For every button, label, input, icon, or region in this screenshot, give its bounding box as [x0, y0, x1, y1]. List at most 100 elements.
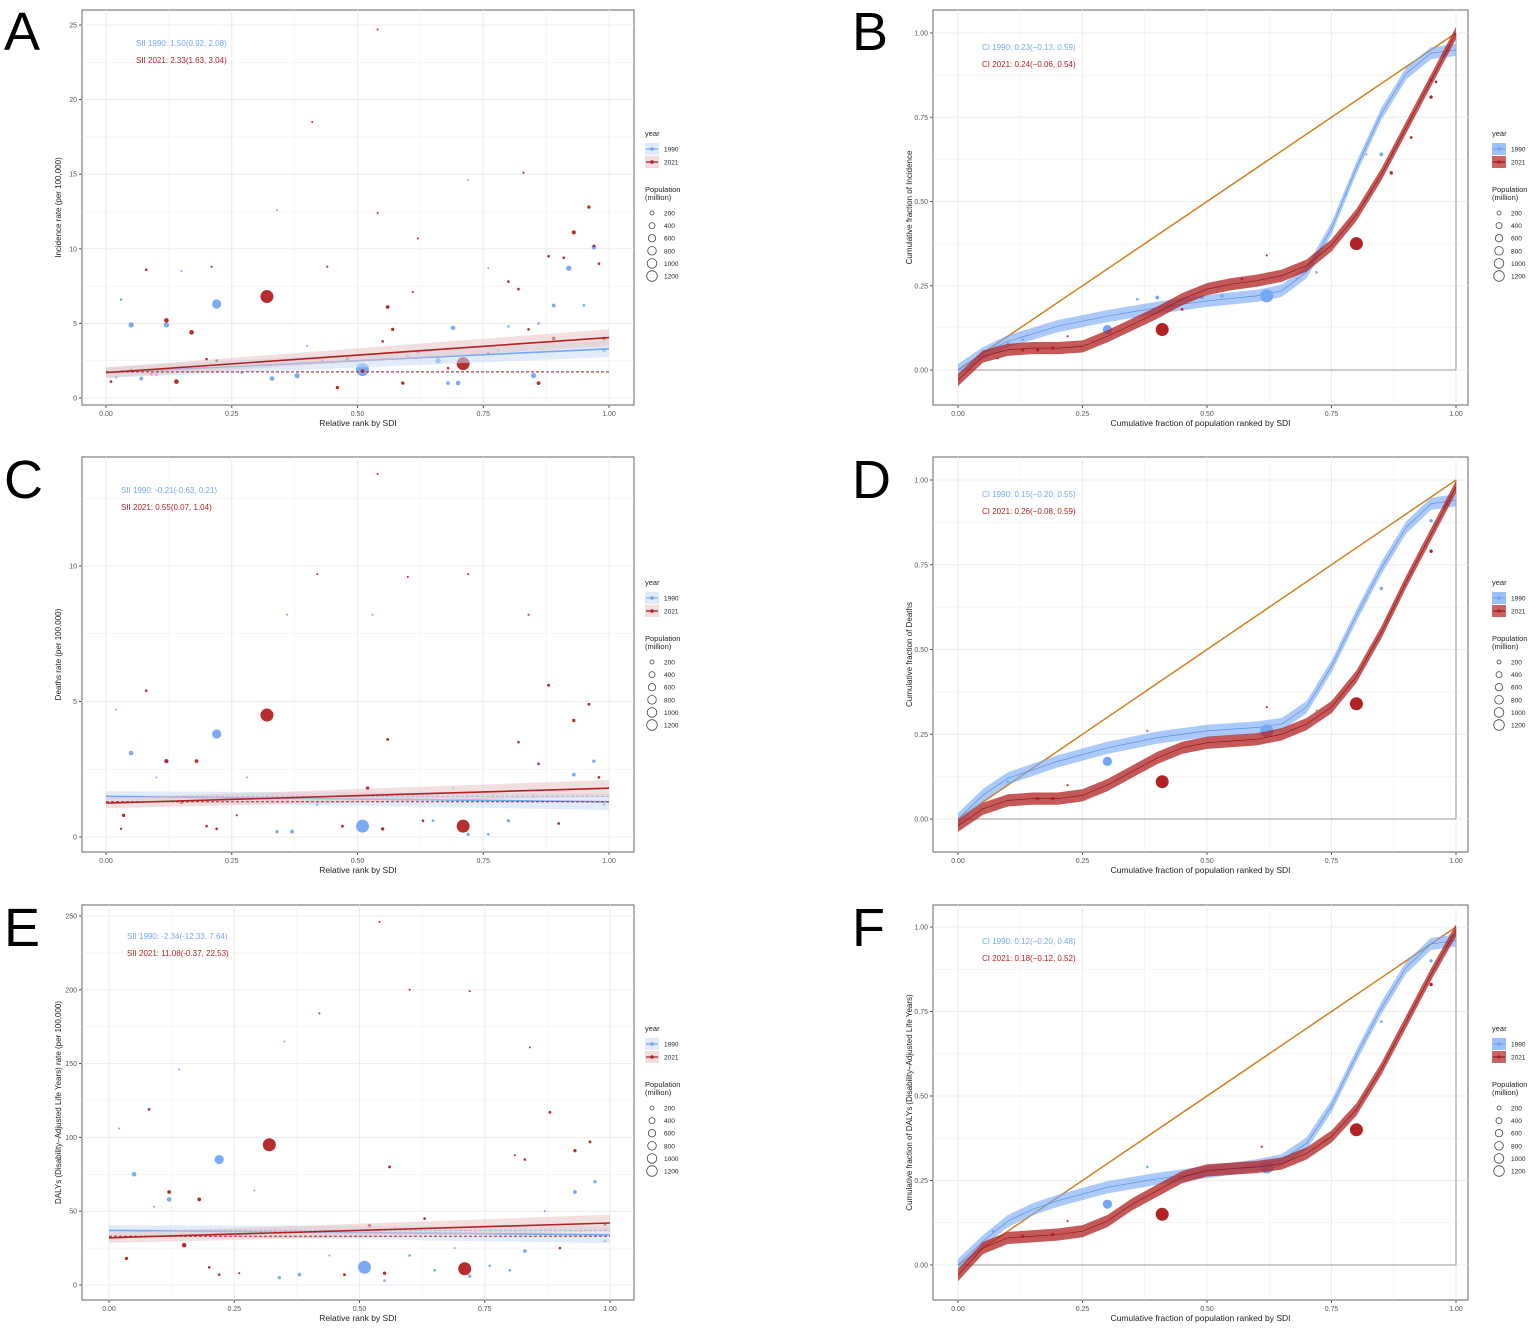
- y-tick-label: 0.50: [914, 199, 928, 206]
- data-point-1990: [433, 1268, 436, 1272]
- data-point-1990: [117, 1127, 121, 1130]
- data-point-1990: [277, 1275, 282, 1280]
- data-point-1990: [1155, 295, 1160, 300]
- x-axis-title: Cumulative fraction of population ranked…: [1110, 1313, 1290, 1323]
- data-point-2021: [1409, 136, 1413, 139]
- x-tick-label: 1.00: [602, 411, 616, 418]
- data-point-1990: [178, 1068, 181, 1071]
- data-point-1990: [551, 303, 556, 308]
- data-point-1990: [446, 381, 450, 385]
- legend-size-key: [1493, 258, 1505, 269]
- legend-size-key: [1493, 1153, 1505, 1164]
- data-point-2021: [458, 1262, 472, 1276]
- legend-size-key: [646, 258, 658, 269]
- data-point-2021: [376, 211, 379, 215]
- legend-size-key: [1494, 683, 1504, 692]
- legend-size-label: 800: [1511, 1143, 1522, 1150]
- data-point-1990: [1345, 193, 1348, 196]
- data-point-1990: [1145, 1165, 1149, 1169]
- concentration-band-2021: [958, 480, 1456, 832]
- data-point-2021: [547, 254, 550, 258]
- confidence-band-2021: [106, 780, 609, 809]
- data-point-1990: [286, 613, 289, 616]
- legend: year 1990 2021 Population(million) 200 400 600…: [1492, 129, 1527, 282]
- data-point-2021: [517, 287, 520, 291]
- legend-size-label: 600: [664, 685, 675, 692]
- legend-size-key: [1494, 246, 1504, 256]
- gridlines: [82, 10, 634, 405]
- data-point-2021: [1050, 796, 1055, 801]
- data-point-1990: [166, 1197, 172, 1202]
- legend-size-label: 200: [664, 1106, 675, 1113]
- data-point-2021: [262, 1138, 276, 1152]
- x-tick-label: 0.75: [478, 1306, 492, 1313]
- data-point-2021: [416, 237, 419, 240]
- data-point-1990: [593, 1180, 597, 1184]
- legend-size-key: [647, 234, 657, 243]
- legend-dot: [1497, 147, 1501, 151]
- panel-letter: A: [4, 2, 40, 62]
- data-point-1990: [571, 772, 576, 777]
- data-point-2021: [1050, 346, 1055, 350]
- annotation-1990: SII 1990: -2.34(-12.33, 7.64): [127, 932, 228, 941]
- legend-size-key: [649, 659, 655, 665]
- y-tick-label: 50: [69, 1209, 77, 1216]
- legend-dot: [1497, 609, 1501, 613]
- y-tick-label: 0.75: [914, 1009, 928, 1016]
- data-point-1990: [356, 819, 370, 833]
- legend-pop-title: (million): [1492, 1088, 1519, 1097]
- data-point-1990: [1021, 338, 1025, 341]
- data-point-1990: [163, 322, 170, 328]
- legend-pop-title: (million): [645, 193, 672, 202]
- data-point-1990: [283, 1040, 286, 1043]
- data-point-2021: [391, 327, 395, 332]
- data-point-2021: [340, 824, 344, 828]
- concentration-curve-2021: [957, 930, 1457, 1276]
- legend-size-key: [1495, 222, 1503, 230]
- legend-dot: [650, 596, 654, 600]
- data-point-2021: [167, 1190, 171, 1194]
- legend-size-label: 1200: [1511, 1169, 1526, 1176]
- x-axis-title: Cumulative fraction of population ranked…: [1110, 418, 1290, 428]
- data-point-2021: [588, 1140, 592, 1144]
- panel-a: A 0.00 0.25 0.50 0.75 1.00 0 5 10 15 20 25 Relative …: [4, 2, 680, 428]
- data-point-1990: [530, 372, 537, 379]
- annotation-1990: CI 1990: 0.15(−0.20, 0.55): [982, 490, 1076, 499]
- data-point-2021: [1429, 982, 1433, 987]
- data-point-2021: [592, 244, 596, 248]
- data-point-2021: [467, 573, 470, 576]
- legend-year-label: 2021: [1511, 1055, 1526, 1062]
- data-point-2021: [527, 328, 530, 331]
- x-tick-label: 0.25: [225, 411, 239, 418]
- data-point-1990: [1315, 270, 1318, 274]
- data-point-2021: [1180, 308, 1184, 311]
- data-point-2021: [326, 265, 329, 268]
- x-tick-label: 0.50: [351, 411, 365, 418]
- concentration-band-2021: [958, 26, 1456, 387]
- y-tick-label: 5: [73, 699, 77, 706]
- data-point-1990: [488, 1264, 492, 1268]
- legend-pop-title: Population: [645, 185, 680, 194]
- data-point-2021: [1066, 1220, 1069, 1223]
- data-point-1990: [139, 376, 144, 381]
- data-point-2021: [164, 759, 169, 763]
- data-point-1990: [275, 829, 279, 834]
- data-point-2021: [144, 689, 148, 692]
- x-tick-label: 0.00: [99, 858, 113, 865]
- legend-year-label: 2021: [1511, 609, 1526, 616]
- data-point-2021: [573, 1149, 577, 1153]
- panel-letter: E: [4, 898, 40, 958]
- y-tick-label: 0.00: [914, 817, 928, 824]
- legend-size-key: [646, 707, 658, 718]
- data-point-2021: [376, 28, 379, 31]
- data-point-1990: [1220, 293, 1224, 298]
- legend-size-key: [648, 1117, 656, 1124]
- data-point-2021: [189, 330, 194, 335]
- legend-dot: [650, 1042, 654, 1046]
- legend-size-label: 1200: [1511, 723, 1526, 730]
- data-point-2021: [411, 291, 414, 294]
- data-point-2021: [1155, 1207, 1169, 1221]
- y-tick-label: 1.00: [914, 925, 928, 932]
- data-point-2021: [318, 1012, 321, 1015]
